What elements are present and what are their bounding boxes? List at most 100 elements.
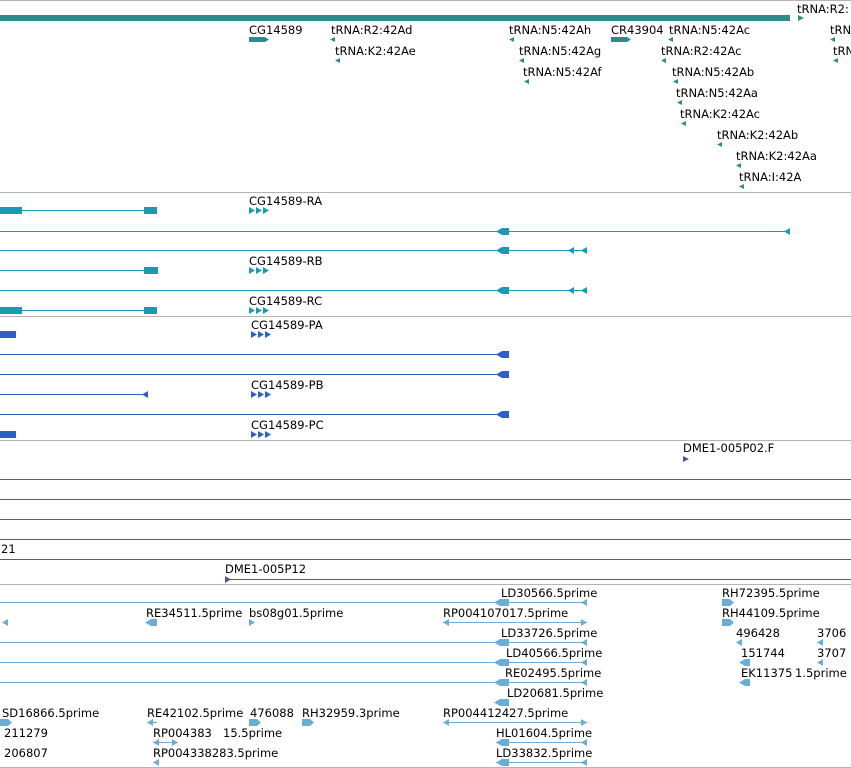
est-hl01604-glyph[interactable] [496,739,509,746]
clone-dme1-005p02-f-glyph[interactable] [683,456,689,462]
est-ld30566-glyph[interactable] [494,599,500,606]
gene-trna-n5-42ac-glyph[interactable] [668,37,673,42]
est-ld33726-glyph[interactable] [494,639,500,646]
est-ld30566-block[interactable] [500,599,509,606]
est-3707-glyph[interactable] [817,659,823,666]
transcript-row[interactable] [0,207,157,214]
gene-bar-main[interactable] [0,15,790,21]
est-label-re02495: RE02495.5prime [505,666,601,680]
gene-trna-r2-42ac-glyph[interactable] [661,58,666,63]
gene-trna-n5-42ag-glyph[interactable] [519,58,524,63]
est-label-ld40566: LD40566.5prime [506,646,602,660]
gene-cg14589-glyph[interactable] [249,37,269,42]
est-ld33832-glyph[interactable] [496,759,509,766]
gene-label-cr43904: CR43904 [611,23,664,37]
est-rp004412427-glyph[interactable] [443,719,449,726]
gene-arrow-right-edge[interactable] [798,15,804,21]
transcript-cg14589-rc-glyph[interactable] [249,307,269,314]
transcript-label-cg14589-ra: CG14589-RA [249,194,322,208]
est-re42102-glyph[interactable] [147,719,153,726]
ests-labels: LD30566.5prime RH72395.5prime RE34511.5p… [2,586,847,760]
gene-label-trna-n5-42aa: tRNA:N5:42Aa [676,86,758,100]
transcript-row[interactable] [0,267,158,274]
gene-trna-n5-42ab-glyph[interactable] [673,79,678,84]
est-rp004107017-end[interactable] [581,619,587,626]
clone-label-dme1-005p02-f: DME1-005P02.F [683,441,774,455]
protein-row[interactable] [0,431,16,438]
est-ld33832-end[interactable] [581,759,587,766]
gene-label-trna-n5-42ah: tRNA:N5:42Ah [509,23,591,37]
gene-label-trna-n5-42af: tRNA:N5:42Af [523,65,603,79]
est-sd16866-glyph[interactable] [0,719,12,726]
est-re02495-block[interactable] [500,679,509,686]
est-rh32959-glyph[interactable] [302,719,314,726]
protein-row[interactable] [0,411,509,418]
transcript-cg14589-rb-glyph[interactable] [249,267,269,274]
est-rp004383-glyph[interactable] [153,739,159,746]
est-label-ek11375: EK11375 [741,666,792,680]
gene-trna-k2-42aa-glyph[interactable] [736,163,741,168]
protein-cg14589-pa-glyph[interactable] [251,331,271,338]
transcript-row[interactable] [0,307,157,314]
est-ld33726-block[interactable] [500,639,509,646]
gene-trna-edge-2-glyph[interactable] [833,58,838,63]
est-re34511-glyph[interactable] [145,619,157,626]
est-ld40566-block[interactable] [500,659,509,666]
gene-trna-n5-42aa-glyph[interactable] [677,100,682,105]
est-rp004383-end[interactable] [172,739,178,746]
est-rp004107017-glyph[interactable] [443,619,449,626]
gene-trna-k2-42ae-glyph[interactable] [335,58,340,63]
est-label-15-5prime: 15.5prime [223,726,282,740]
protein-cg14589-pb-glyph[interactable] [251,391,271,398]
est-476088-glyph[interactable] [249,719,261,726]
est-151744-glyph[interactable] [739,659,750,666]
gene-label-trna-n-edge-1: tRNA [830,23,851,37]
est-496428-glyph[interactable] [736,639,742,646]
clones-track [0,456,851,583]
proteins-track [0,331,509,438]
protein-row[interactable] [0,351,509,358]
transcript-row[interactable] [0,247,587,254]
gene-trna-i-42a-glyph[interactable] [739,184,744,189]
est-ld20681-block[interactable] [500,699,509,706]
protein-cg14589-pc-glyph[interactable] [251,431,271,438]
est-label-1-5prime-edge: 1.5prime [795,666,847,680]
est-bs08g01-glyph[interactable] [249,619,255,626]
est-rh44109-glyph[interactable] [722,619,734,626]
gene-label-trna-r2-right-edge: tRNA:R2: [797,2,849,16]
gene-label-trna-n-edge-2: tRNA [833,44,851,58]
est-re02495-end[interactable] [581,679,587,686]
est-rh72395-glyph[interactable] [722,599,734,606]
est-re02495-glyph[interactable] [494,679,500,686]
est-edge-glyph[interactable] [2,619,8,626]
gene-trna-n5-42ah-glyph[interactable] [509,37,514,42]
est-ld40566-glyph[interactable] [494,659,500,666]
gene-trna-r2-42ad-glyph[interactable] [330,37,335,42]
est-label-rh72395: RH72395.5prime [722,586,820,600]
est-ld33726-end[interactable] [581,639,587,646]
transcripts-labels: CG14589-RA CG14589-RB CG14589-RC [249,194,323,308]
est-label-3707-edge: 3707 [817,646,846,660]
est-ld20681-glyph[interactable] [494,699,500,706]
gene-trna-edge-1-glyph[interactable] [830,37,835,42]
gene-trna-k2-42ac-glyph[interactable] [681,121,686,126]
protein-row[interactable] [0,391,148,398]
est-rp004338283-glyph[interactable] [153,759,159,766]
est-rp004412427-end[interactable] [581,719,587,726]
transcript-row[interactable] [0,228,790,235]
clone-dme1-005p12-glyph[interactable] [225,576,231,583]
protein-row[interactable] [0,371,509,378]
gene-trna-n5-42af-glyph[interactable] [524,79,529,84]
transcript-row[interactable] [0,287,587,294]
protein-row[interactable] [0,331,16,338]
est-ek11375-glyph[interactable] [739,679,750,686]
est-ld40566-end[interactable] [581,659,587,666]
est-label-211279: 211279 [4,726,48,740]
gene-cr43904-glyph[interactable] [611,37,631,42]
transcripts-track [0,207,790,314]
est-3706-glyph[interactable] [817,639,823,646]
gene-trna-k2-42ab-glyph[interactable] [717,142,722,147]
est-hl01604-end[interactable] [581,739,587,746]
est-ld30566-end[interactable] [581,599,587,606]
transcript-cg14589-ra-glyph[interactable] [249,207,269,214]
